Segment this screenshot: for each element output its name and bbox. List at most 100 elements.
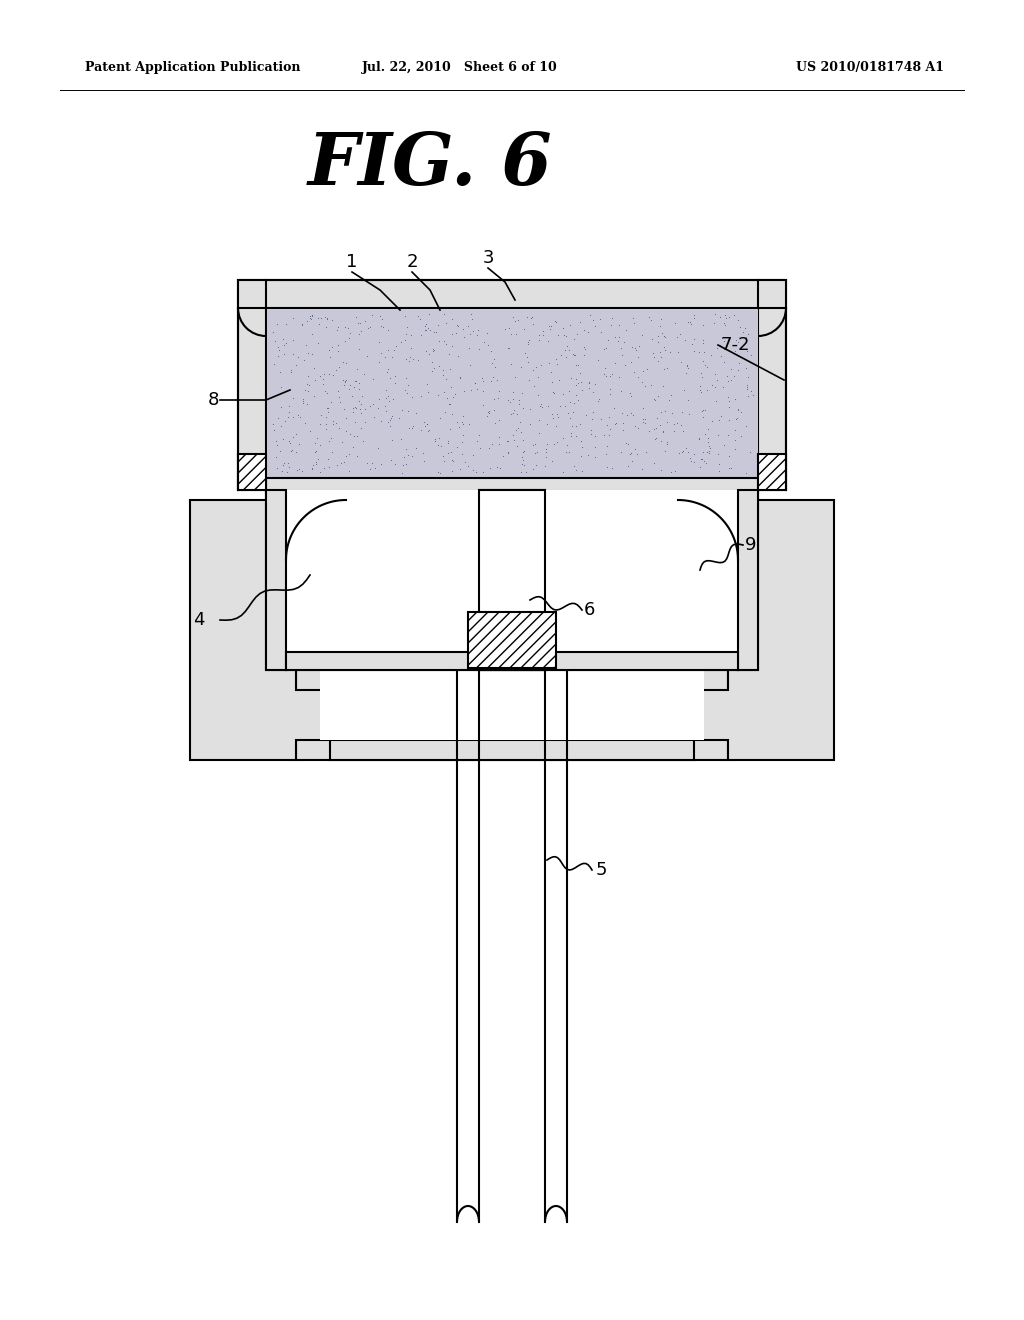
Point	[700, 432, 717, 453]
Point	[620, 455, 636, 477]
Point	[415, 442, 431, 463]
Point	[686, 304, 702, 325]
Point	[404, 348, 421, 370]
Point	[531, 422, 548, 444]
Point	[506, 400, 522, 421]
Point	[490, 388, 507, 409]
Point	[565, 455, 582, 477]
Point	[471, 425, 487, 446]
Point	[710, 425, 726, 446]
Point	[344, 385, 360, 407]
Point	[531, 395, 548, 416]
Point	[392, 331, 409, 352]
Point	[517, 342, 534, 363]
Point	[310, 449, 327, 470]
Point	[738, 379, 755, 400]
Point	[296, 348, 312, 370]
Point	[497, 318, 513, 339]
Text: 2: 2	[407, 253, 418, 271]
Point	[585, 381, 601, 403]
Point	[643, 309, 659, 330]
Point	[354, 430, 371, 451]
Point	[316, 306, 333, 327]
Point	[481, 401, 498, 422]
Point	[738, 462, 755, 483]
Point	[418, 319, 434, 341]
Point	[608, 413, 625, 434]
Point	[408, 403, 424, 424]
Point	[285, 407, 301, 428]
Point	[416, 412, 432, 433]
Point	[331, 387, 347, 408]
Point	[505, 389, 521, 411]
Point	[322, 346, 338, 367]
Point	[730, 399, 746, 420]
Point	[305, 356, 322, 378]
Point	[467, 372, 483, 393]
Point	[333, 453, 349, 474]
Point	[490, 380, 507, 401]
Point	[275, 343, 292, 364]
Point	[694, 442, 711, 463]
Point	[346, 396, 362, 417]
Point	[733, 426, 750, 447]
Point	[338, 445, 354, 466]
Point	[301, 375, 317, 396]
Point	[680, 358, 696, 379]
Point	[647, 428, 664, 449]
Point	[450, 346, 466, 367]
Point	[303, 458, 319, 479]
Point	[653, 401, 670, 422]
Point	[310, 333, 327, 354]
Point	[444, 461, 461, 482]
Point	[693, 366, 710, 387]
Text: US 2010/0181748 A1: US 2010/0181748 A1	[796, 62, 944, 74]
Point	[357, 399, 374, 420]
Point	[419, 414, 435, 436]
Point	[379, 339, 395, 360]
Point	[440, 343, 457, 364]
Point	[420, 421, 436, 442]
Point	[330, 380, 346, 401]
Point	[325, 337, 341, 358]
Point	[727, 438, 743, 459]
Point	[311, 462, 328, 483]
Bar	[266, 308, 758, 478]
Point	[641, 421, 657, 442]
Point	[544, 404, 560, 425]
Point	[645, 453, 662, 474]
Point	[558, 335, 574, 356]
Point	[663, 384, 679, 405]
Point	[543, 315, 559, 337]
Point	[530, 366, 547, 387]
Point	[281, 453, 297, 474]
Point	[353, 385, 370, 407]
Point	[635, 412, 651, 433]
Point	[626, 362, 642, 383]
Point	[289, 459, 305, 480]
Point	[396, 446, 413, 467]
Point	[484, 433, 501, 454]
Polygon shape	[190, 500, 330, 760]
Point	[469, 379, 485, 400]
Point	[334, 432, 350, 453]
Point	[422, 319, 438, 341]
Point	[285, 329, 301, 350]
Point	[656, 339, 673, 360]
Bar	[238, 454, 266, 490]
Point	[708, 364, 724, 385]
Point	[606, 413, 623, 434]
Point	[525, 434, 542, 455]
Point	[635, 397, 651, 418]
Point	[286, 343, 302, 364]
Point	[717, 305, 733, 326]
Point	[308, 451, 325, 473]
Point	[656, 327, 673, 348]
Point	[428, 321, 444, 342]
Point	[318, 397, 335, 418]
Point	[686, 341, 702, 362]
Point	[690, 342, 707, 363]
Point	[612, 380, 629, 401]
Point	[325, 441, 341, 462]
Point	[317, 413, 334, 434]
